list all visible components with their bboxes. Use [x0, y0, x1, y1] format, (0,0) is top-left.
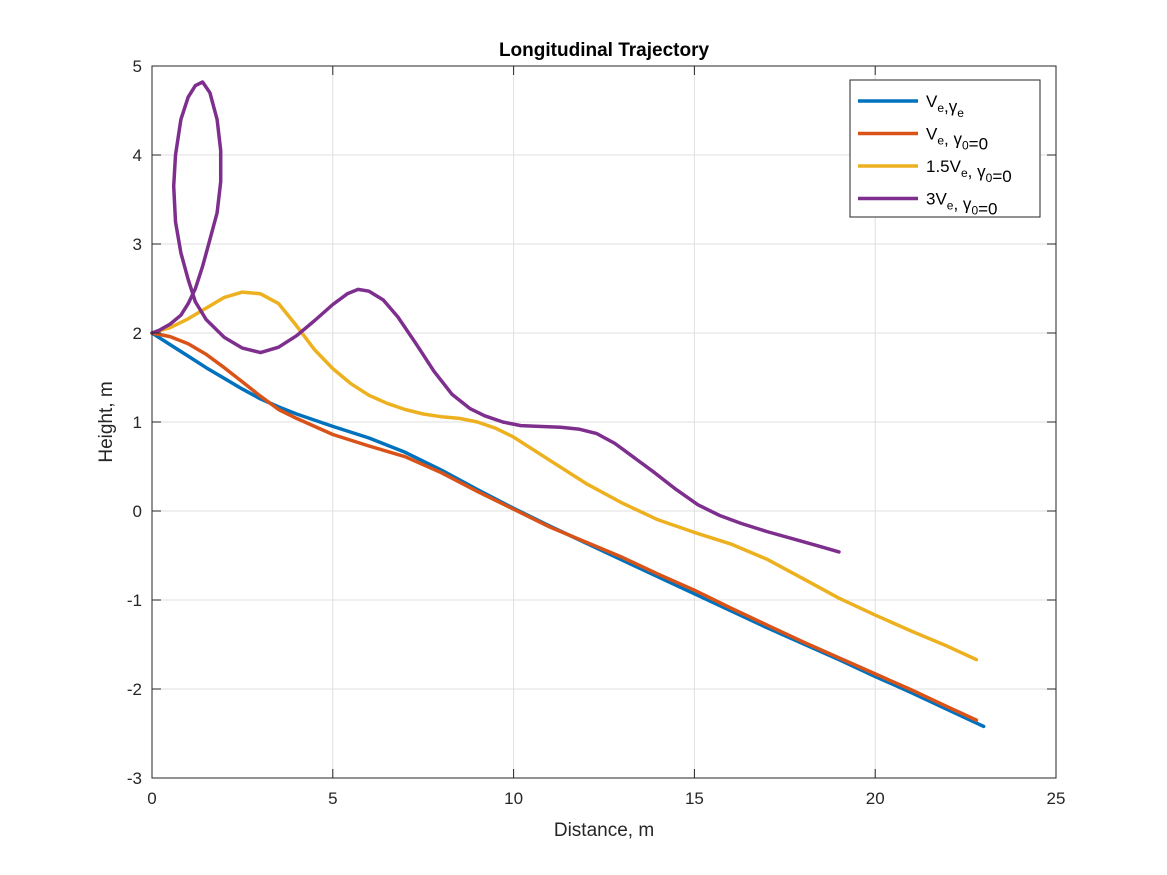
- chart-title: Longitudinal Trajectory: [499, 40, 710, 61]
- legend-label: Ve, γ0=0: [926, 125, 988, 154]
- x-axis-label: Distance, m: [554, 820, 654, 841]
- y-tick-label: -3: [127, 769, 142, 788]
- legend-label: Ve,γe: [926, 92, 964, 120]
- y-tick-label: 5: [133, 57, 142, 76]
- series-line-3: [150, 290, 979, 662]
- y-tick-label: 1: [133, 413, 142, 432]
- legend: Ve,γe Ve, γ0=0 1.5Ve, γ0=0 3Ve, γ0=0: [849, 79, 1041, 219]
- x-tick-label: 20: [866, 789, 885, 808]
- x-tick-label: 10: [504, 789, 523, 808]
- series-line-4: [150, 80, 841, 554]
- series-line-2: [150, 331, 979, 722]
- y-tick-label: -1: [127, 591, 142, 610]
- legend-entry-3: 1.5Ve, γ0=0: [858, 157, 1012, 186]
- y-tick-label: 2: [133, 324, 142, 343]
- legend-entry-4: 3Ve, γ0=0: [858, 190, 998, 219]
- x-tick-label: 0: [147, 789, 156, 808]
- legend-entry-1: Ve,γe: [858, 92, 964, 120]
- x-tick-label: 15: [685, 789, 704, 808]
- legend-label: 1.5Ve, γ0=0: [926, 157, 1012, 186]
- y-tick-label: 0: [133, 502, 142, 521]
- y-tick-label: 4: [133, 146, 142, 165]
- axis-ticks: 0 5 10 15 20 25 -3 -2 -1 0 1 2 3 4 5: [127, 57, 1066, 808]
- x-tick-label: 5: [328, 789, 337, 808]
- y-tick-label: 3: [133, 235, 142, 254]
- legend-label: 3Ve, γ0=0: [926, 190, 998, 219]
- y-tick-label: -2: [127, 680, 142, 699]
- legend-entry-2: Ve, γ0=0: [858, 125, 988, 154]
- legend-box: [849, 79, 1041, 218]
- y-axis-label: Height, m: [96, 381, 117, 462]
- x-tick-label: 25: [1047, 789, 1066, 808]
- data-series: [150, 80, 986, 729]
